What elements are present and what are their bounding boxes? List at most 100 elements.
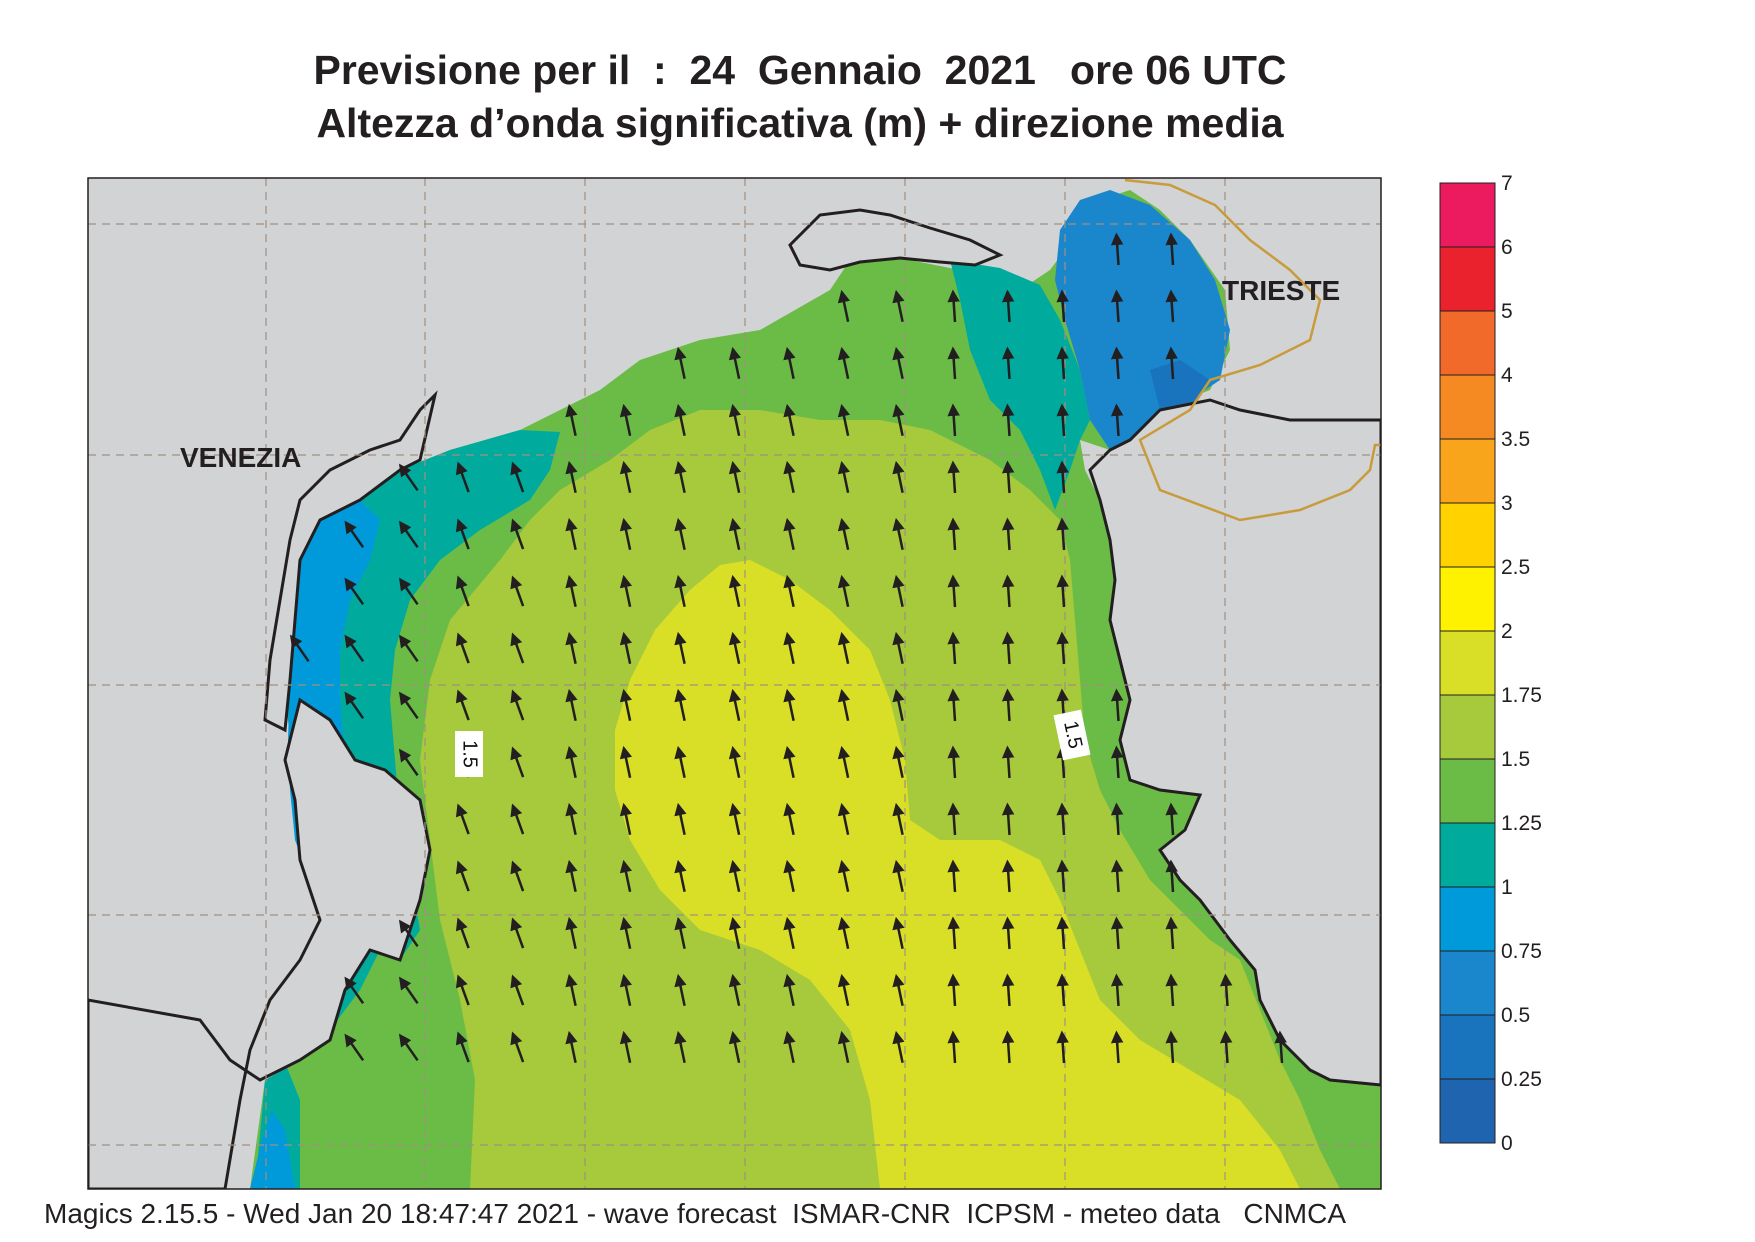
land-istria	[1088, 398, 1381, 1087]
wave-direction-arrow	[837, 745, 851, 778]
map-title-line2: Altezza d’onda significativa (m) + direz…	[316, 100, 1284, 146]
wave-direction-arrow	[783, 517, 796, 550]
wave-direction-arrow	[1219, 973, 1233, 1007]
wave-direction-arrow	[1165, 802, 1178, 836]
legend-level-label: 7	[1501, 172, 1513, 195]
wave-direction-arrow	[783, 1030, 796, 1063]
wave-direction-arrow	[1165, 232, 1178, 266]
wave-direction-arrow	[510, 575, 525, 607]
legend-level-label: 1.75	[1501, 684, 1542, 707]
wave-direction-arrow	[1001, 289, 1015, 323]
wave-height-zone-1.75	[615, 560, 1300, 1189]
wave-direction-arrow	[1110, 745, 1124, 779]
wave-direction-arrow	[455, 974, 470, 1006]
wave-direction-arrow	[455, 860, 470, 892]
legend-level-label: 2	[1501, 620, 1513, 643]
wave-direction-arrow	[947, 346, 960, 380]
wave-direction-arrow	[728, 802, 742, 835]
legend-swatch	[1439, 950, 1496, 1016]
footer-credit: Magics 2.15.5 - Wed Jan 20 18:47:47 2021…	[44, 1198, 1347, 1229]
wave-direction-arrow	[619, 403, 633, 436]
wave-direction-arrow	[837, 802, 851, 835]
legend-swatch	[1439, 502, 1496, 568]
wave-direction-arrow	[1110, 802, 1124, 836]
legend-level-label: 1.5	[1501, 748, 1530, 771]
wave-direction-arrow	[455, 917, 470, 949]
wave-direction-arrow	[1110, 346, 1124, 380]
wave-direction-arrow	[728, 346, 742, 379]
wave-direction-arrow	[947, 517, 960, 551]
wave-direction-arrow	[1056, 1030, 1069, 1064]
legend-swatch	[1439, 822, 1496, 888]
wave-direction-arrow	[455, 461, 470, 493]
wave-direction-arrow	[1165, 916, 1178, 950]
wave-direction-arrow	[892, 460, 905, 493]
wave-direction-arrow	[947, 1030, 960, 1064]
wave-direction-arrow	[455, 1031, 470, 1063]
wave-direction-arrow	[1056, 346, 1069, 380]
legend-swatch	[1439, 1014, 1496, 1080]
wave-direction-arrow	[1001, 916, 1015, 950]
wave-direction-arrow	[398, 919, 419, 948]
wave-direction-arrow	[1056, 460, 1069, 494]
wave-direction-arrow	[674, 574, 687, 607]
wave-height-legend: 7 6 5 4 3.5 3 2.5 2 1.75 1.5 1.25 1 0.75 0.5 0.25 0	[1439, 172, 1542, 1155]
wave-direction-arrow	[947, 745, 960, 779]
wave-direction-arrow	[565, 460, 578, 493]
wave-direction-arrow	[674, 460, 687, 493]
wave-direction-arrow	[1001, 574, 1015, 608]
wave-direction-arrow	[892, 688, 905, 721]
wave-direction-arrow	[1165, 1030, 1178, 1064]
wave-direction-arrow	[398, 577, 419, 606]
wave-direction-arrow	[1056, 289, 1069, 323]
wave-direction-arrow	[728, 574, 742, 607]
legend-swatch	[1439, 182, 1496, 248]
graticule	[88, 178, 1381, 1189]
wave-direction-arrow	[674, 916, 687, 949]
wave-direction-arrow	[837, 973, 851, 1006]
wave-direction-arrow	[1056, 517, 1069, 551]
wave-direction-arrow	[1001, 859, 1015, 893]
wave-direction-arrow	[565, 745, 578, 778]
wave-direction-arrow	[398, 691, 419, 720]
wave-direction-arrow	[510, 518, 525, 550]
wave-direction-arrow	[510, 974, 525, 1006]
wave-direction-arrow	[565, 688, 578, 721]
contour-label-west: 1.5	[455, 731, 483, 777]
wave-direction-arrow	[947, 688, 960, 722]
wave-direction-arrow	[619, 745, 633, 778]
legend-swatch	[1439, 694, 1496, 760]
wave-direction-arrow	[344, 577, 365, 606]
wave-direction-arrow	[619, 517, 633, 550]
wave-direction-arrow	[783, 859, 796, 892]
wave-direction-arrow	[1110, 289, 1124, 323]
wave-direction-arrow	[837, 688, 851, 721]
wave-direction-arrow	[565, 973, 578, 1006]
wave-direction-arrow	[619, 802, 633, 835]
wave-direction-arrow	[674, 403, 687, 436]
wave-direction-arrow	[892, 802, 905, 835]
wave-direction-arrow	[1056, 802, 1069, 836]
wave-height-zone-1.0-northeast	[950, 260, 1090, 510]
wave-direction-arrow	[728, 631, 742, 664]
wave-direction-arrow	[947, 859, 960, 893]
wave-direction-arrow	[1165, 289, 1178, 323]
wave-direction-arrow	[728, 460, 742, 493]
wave-direction-arrow	[837, 1030, 851, 1063]
wave-direction-arrow	[619, 460, 633, 493]
wave-direction-arrow	[1001, 460, 1015, 494]
wave-direction-arrow	[783, 802, 796, 835]
legend-level-label: 5	[1501, 300, 1513, 323]
wave-direction-arrow	[1001, 745, 1015, 779]
legend-swatch	[1439, 246, 1496, 312]
wave-direction-arrow	[1001, 802, 1015, 836]
wave-direction-arrow	[947, 973, 960, 1007]
city-label-trieste: TRIESTE	[1222, 275, 1340, 306]
wave-direction-arrow	[455, 803, 470, 835]
wave-direction-arrow	[837, 403, 851, 436]
wave-direction-arrow	[1001, 631, 1015, 665]
wave-direction-arrow	[510, 632, 525, 664]
wave-direction-arrow	[565, 574, 578, 607]
legend-swatch	[1439, 1078, 1496, 1144]
wave-direction-arrow	[510, 746, 525, 778]
